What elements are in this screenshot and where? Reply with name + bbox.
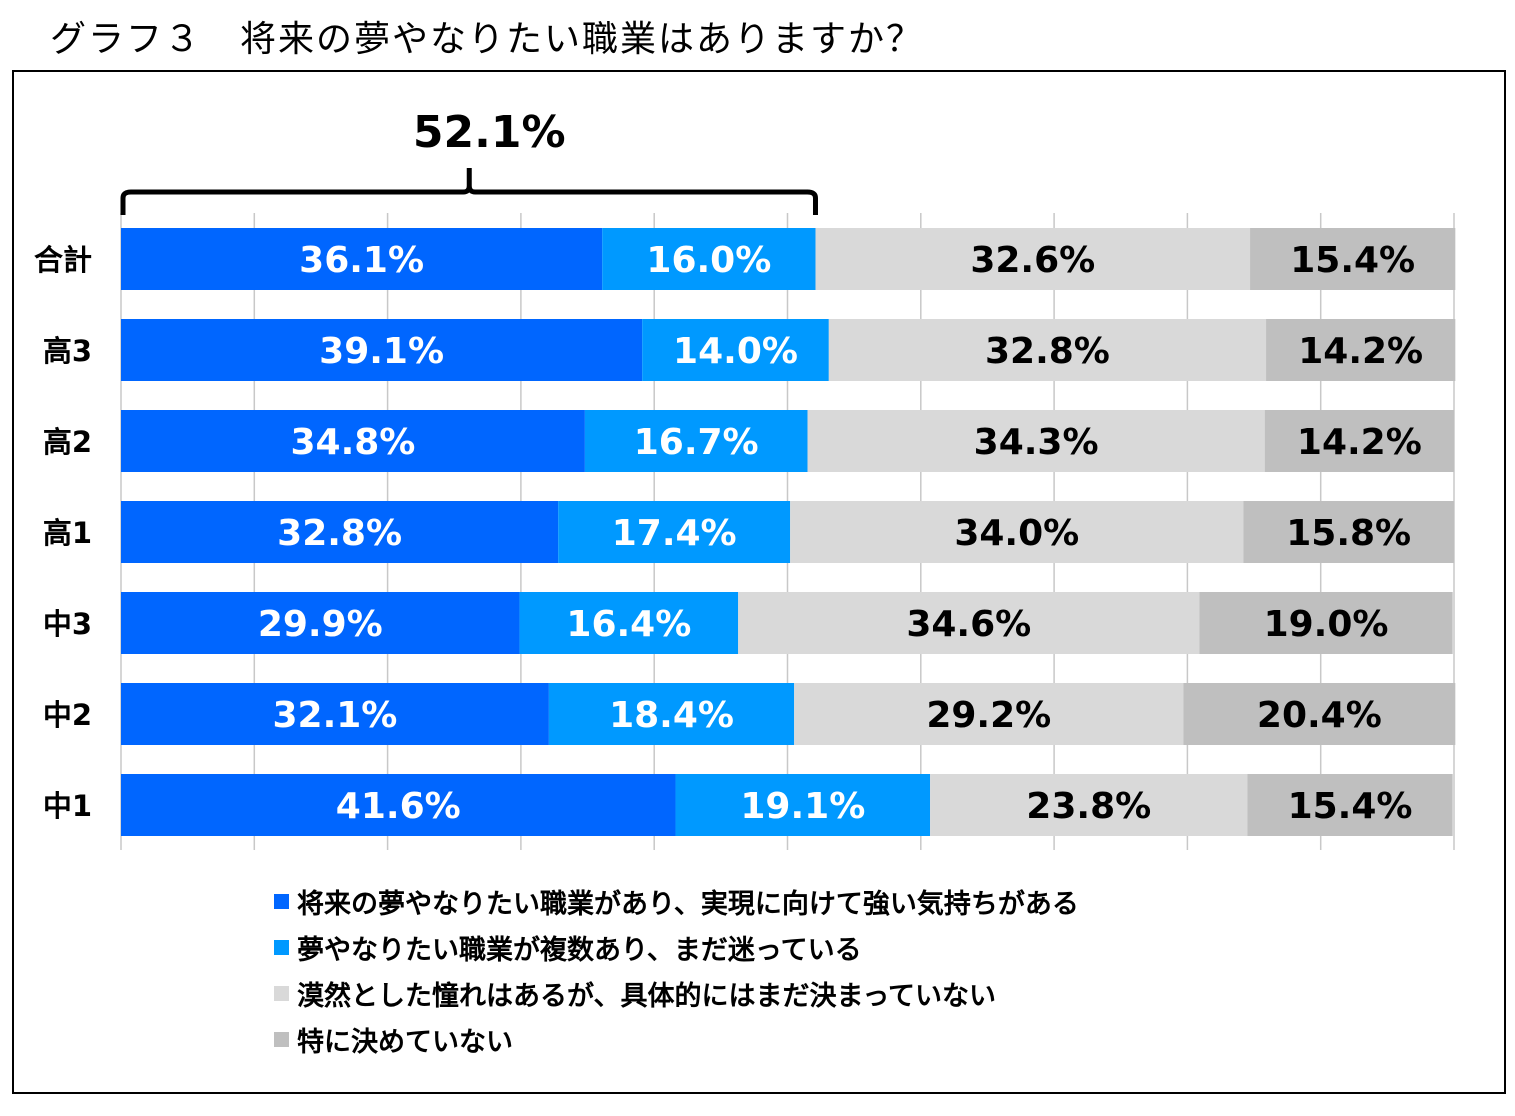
annotation-brace [120, 168, 818, 215]
bar-segment [121, 228, 603, 290]
bar-segment [121, 501, 559, 563]
data-label: 14.2% [1298, 331, 1423, 372]
data-label: 23.8% [1026, 786, 1151, 827]
bar-segment [548, 683, 795, 745]
data-label: 20.4% [1257, 695, 1382, 736]
data-label: 34.0% [954, 513, 1079, 554]
data-label: 32.6% [970, 240, 1095, 281]
data-label: 32.8% [277, 513, 402, 554]
data-label: 19.0% [1264, 604, 1389, 645]
category-label: 中1 [43, 789, 92, 823]
data-label: 15.4% [1290, 240, 1415, 281]
data-label: 16.4% [566, 604, 691, 645]
category-label: 中2 [43, 698, 92, 732]
legend-item: 将来の夢やなりたい職業があり、実現に向けて強い気持ちがある [274, 882, 1079, 921]
data-label: 41.6% [336, 786, 461, 827]
data-label: 32.8% [985, 331, 1110, 372]
data-label: 14.0% [673, 331, 798, 372]
bar-segment [794, 683, 1184, 745]
data-label: 15.8% [1286, 513, 1411, 554]
data-label: 29.2% [926, 695, 1051, 736]
bar-segment [584, 410, 808, 472]
chart-frame [12, 70, 1506, 1094]
bar-segment [1199, 592, 1453, 654]
data-label: 17.4% [612, 513, 737, 554]
legend-label: 漠然とした憧れはあるが、具体的にはまだ決まっていない [297, 981, 997, 1012]
bar-segment [558, 501, 791, 563]
bar-segment [675, 774, 931, 836]
category-label: 高3 [43, 334, 92, 368]
bar-segment [1264, 410, 1454, 472]
data-label: 34.8% [290, 422, 415, 463]
data-label: 18.4% [609, 695, 734, 736]
data-label: 36.1% [299, 240, 424, 281]
bar-segment [790, 501, 1244, 563]
legend-item: 漠然とした憧れはあるが、具体的にはまだ決まっていない [274, 974, 996, 1013]
bar-segment [807, 410, 1265, 472]
data-label: 15.4% [1288, 786, 1413, 827]
bar-segment [642, 319, 829, 381]
chart-title: グラフ３ 将来の夢やなりたい職業はありますか？ [50, 19, 925, 60]
legend-swatch [274, 1032, 289, 1047]
bar-segment [602, 228, 816, 290]
data-label: 29.9% [258, 604, 383, 645]
bar-segment [1247, 774, 1453, 836]
legend-swatch [274, 986, 289, 1001]
data-label: 16.7% [634, 422, 759, 463]
bar-segment [121, 683, 549, 745]
bar-segment [828, 319, 1267, 381]
bar-segment [738, 592, 1200, 654]
legend-swatch [274, 894, 289, 909]
data-label: 19.1% [740, 786, 865, 827]
legend-item: 夢やなりたい職業が複数あり、まだ迷っている [274, 928, 862, 967]
bar-segment [815, 228, 1251, 290]
legend-label: 夢やなりたい職業が複数あり、まだ迷っている [297, 935, 862, 966]
data-label: 39.1% [319, 331, 444, 372]
category-label: 中3 [43, 607, 92, 641]
bar-segment [1243, 501, 1454, 563]
bar-segment [1266, 319, 1456, 381]
data-label: 14.2% [1297, 422, 1422, 463]
data-label: 34.3% [974, 422, 1099, 463]
legend-item: 特に決めていない [274, 1020, 513, 1059]
annotation-label: 52.1% [413, 107, 566, 158]
bar-segment [121, 592, 520, 654]
data-label: 34.6% [906, 604, 1031, 645]
legend-label: 特に決めていない [297, 1027, 513, 1058]
data-label: 16.0% [646, 240, 771, 281]
legend-swatch [274, 940, 289, 955]
legend-label: 将来の夢やなりたい職業があり、実現に向けて強い気持ちがある [297, 889, 1079, 920]
bar-segment [121, 410, 585, 472]
bar-segment [519, 592, 739, 654]
category-label: 高1 [43, 516, 92, 550]
bar-segment [121, 774, 676, 836]
bar-segment [1183, 683, 1456, 745]
category-label: 高2 [43, 425, 92, 459]
data-label: 32.1% [272, 695, 397, 736]
bar-segment [930, 774, 1248, 836]
bar-segment [1250, 228, 1456, 290]
category-label: 合計 [34, 243, 92, 277]
bar-segment [121, 319, 643, 381]
